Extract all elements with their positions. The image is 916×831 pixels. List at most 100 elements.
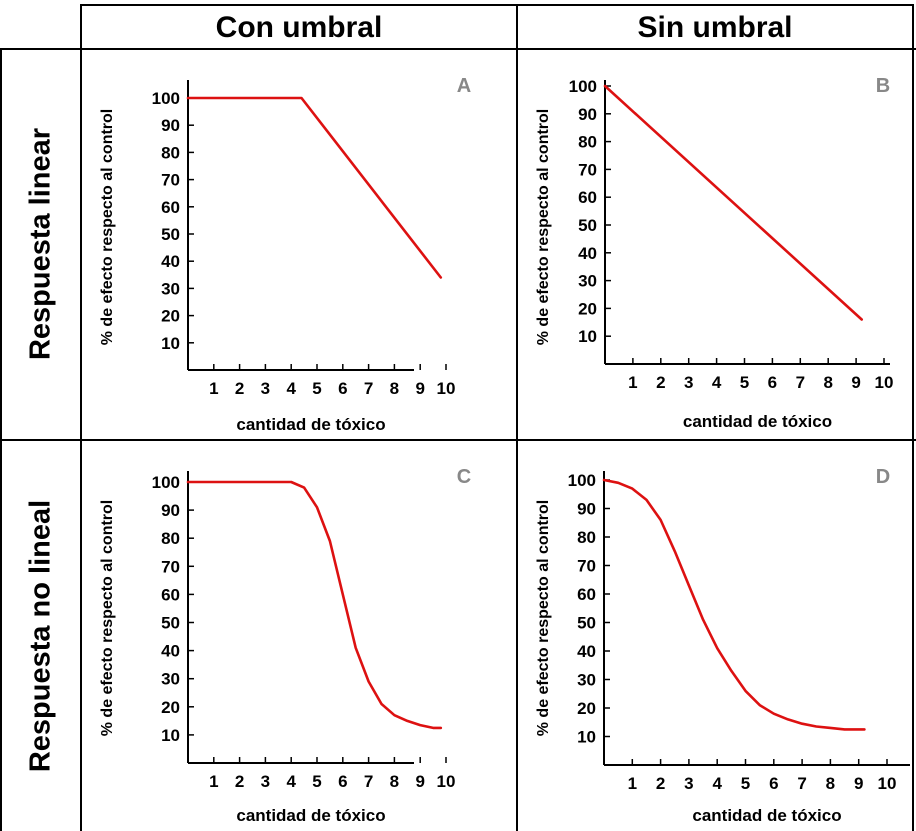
x-axis-label: cantidad de tóxico (236, 415, 385, 434)
x-tick-label: 4 (712, 373, 722, 392)
y-tick-label: 60 (578, 188, 597, 207)
x-axis-label: cantidad de tóxico (236, 806, 385, 825)
x-tick-label: 3 (261, 772, 270, 791)
x-tick-label: 1 (209, 379, 218, 398)
column-header-no-threshold: Sin umbral (637, 11, 793, 44)
x-tick-label: 2 (235, 772, 244, 791)
x-tick-label: 8 (823, 373, 832, 392)
x-tick-label: 3 (684, 373, 693, 392)
table-border-left-header (80, 4, 82, 50)
x-tick-label: 1 (628, 373, 637, 392)
chart-panel-c: 10 20 30 40 50 60 70 80 90 100 1 2 3 4 5 6 7 8 9 10 cantidad… (84, 443, 514, 831)
x-tick-label: 1 (628, 774, 637, 793)
x-tick-label: 10 (437, 379, 456, 398)
y-tick-label: 20 (161, 307, 180, 326)
x-tick-label: 2 (656, 373, 665, 392)
x-tick-label: 8 (826, 774, 835, 793)
table-divider-header (0, 48, 916, 50)
y-tick-label: 100 (152, 89, 180, 108)
y-tick-label: 30 (161, 279, 180, 298)
y-tick-label: 40 (577, 642, 596, 661)
x-tick-label: 3 (261, 379, 270, 398)
chart-b: 10 20 30 40 50 60 70 80 90 100 1 2 3 4 5 6 7 8 9 10 cantidad… (535, 75, 894, 431)
x-tick-label: 7 (364, 379, 373, 398)
x-tick-label: 10 (437, 772, 456, 791)
column-header-threshold: Con umbral (215, 11, 383, 44)
x-tick-label: 7 (364, 772, 373, 791)
y-tick-label: 40 (161, 642, 180, 661)
y-tick-label: 80 (578, 133, 597, 152)
table-divider-vertical-middle (516, 4, 518, 831)
x-tick-label: 6 (338, 379, 347, 398)
y-tick-label: 10 (577, 728, 596, 747)
x-tick-label: 6 (338, 772, 347, 791)
x-tick-label: 8 (390, 379, 399, 398)
y-tick-label: 60 (161, 585, 180, 604)
y-tick-label: 50 (577, 614, 596, 633)
chart-panel-b: 10 20 30 40 50 60 70 80 90 100 1 2 3 4 5 6 7 8 9 10 cantidad… (520, 52, 910, 437)
y-tick-label: 30 (577, 671, 596, 690)
y-tick-label: 90 (578, 105, 597, 124)
chart-d: 10 20 30 40 50 60 70 80 90 100 1 2 3 4 5 6 7 8 9 10 cantidad… (535, 466, 910, 825)
x-tick-label: 7 (796, 373, 805, 392)
x-tick-label: 2 (656, 774, 665, 793)
y-tick-label: 100 (152, 473, 180, 492)
x-tick-label: 2 (235, 379, 244, 398)
y-tick-label: 50 (161, 225, 180, 244)
y-tick-label: 10 (578, 327, 597, 346)
chart-panel-a: 10 20 30 40 50 60 70 80 90 100 1 2 3 4 5 6 7 8 9 10 cantidad… (84, 52, 514, 437)
y-axis-label: % de efecto respecto al control (535, 109, 552, 346)
y-tick-label: 20 (578, 299, 597, 318)
panel-letter: B (876, 75, 890, 97)
y-tick-label: 60 (577, 585, 596, 604)
x-tick-label: 4 (286, 772, 296, 791)
y-tick-label: 80 (577, 528, 596, 547)
x-tick-label: 9 (415, 772, 424, 791)
y-tick-label: 10 (161, 334, 180, 353)
y-tick-label: 80 (161, 143, 180, 162)
x-tick-label: 8 (390, 772, 399, 791)
table-divider-middle (0, 439, 916, 441)
row-header-linear: Respuesta linear (24, 127, 57, 361)
table-border-top (80, 4, 914, 6)
y-tick-label: 100 (569, 77, 597, 96)
chart-a: 10 20 30 40 50 60 70 80 90 100 1 2 3 4 5 6 7 8 9 10 cantidad… (99, 75, 471, 434)
x-tick-label: 5 (741, 774, 750, 793)
series-line (186, 96, 443, 279)
x-tick-label: 4 (286, 379, 296, 398)
y-tick-label: 90 (161, 501, 180, 520)
y-tick-label: 60 (161, 198, 180, 217)
y-tick-label: 100 (568, 471, 596, 490)
y-tick-label: 50 (161, 614, 180, 633)
x-tick-label: 9 (415, 379, 424, 398)
chart-c: 10 20 30 40 50 60 70 80 90 100 1 2 3 4 5 6 7 8 9 10 cantidad… (99, 466, 471, 825)
x-tick-label: 3 (684, 774, 693, 793)
x-tick-label: 6 (768, 373, 777, 392)
row-header-nonlinear: Respuesta no lineal (24, 499, 57, 773)
y-tick-label: 70 (161, 171, 180, 190)
x-tick-label: 5 (312, 772, 321, 791)
x-tick-label: 9 (851, 373, 860, 392)
table-border-left (0, 48, 2, 831)
y-axis-label: % de efecto respecto al control (99, 500, 116, 737)
panel-letter: A (457, 75, 471, 97)
x-tick-label: 7 (797, 774, 806, 793)
chart-panel-d: 10 20 30 40 50 60 70 80 90 100 1 2 3 4 5 6 7 8 9 10 cantidad… (520, 443, 910, 831)
y-tick-label: 40 (578, 244, 597, 263)
y-tick-label: 90 (577, 500, 596, 519)
y-tick-label: 30 (161, 670, 180, 689)
y-tick-label: 20 (577, 699, 596, 718)
x-tick-label: 10 (875, 373, 894, 392)
x-tick-label: 5 (740, 373, 749, 392)
y-tick-label: 40 (161, 252, 180, 271)
x-tick-label: 9 (854, 774, 863, 793)
panel-letter: C (457, 466, 471, 488)
y-tick-label: 10 (161, 726, 180, 745)
x-tick-label: 1 (209, 772, 218, 791)
panel-letter: D (876, 466, 890, 488)
y-axis-label: % de efecto respecto al control (535, 500, 552, 737)
y-tick-label: 90 (161, 116, 180, 135)
